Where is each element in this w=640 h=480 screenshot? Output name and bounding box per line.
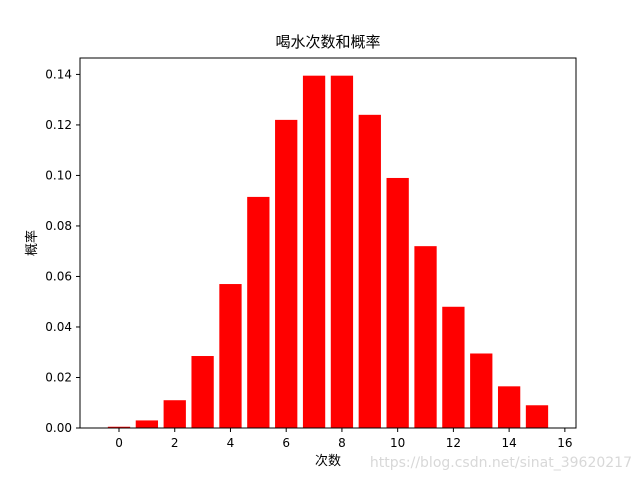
x-tick-label-6: 6 <box>282 436 290 450</box>
x-tick-label-8: 8 <box>338 436 346 450</box>
watermark-text: https://blog.csdn.net/sinat_39620217 <box>369 455 632 471</box>
y-axis-label: 概率 <box>24 230 40 256</box>
bar-8 <box>330 75 354 428</box>
x-axis-label: 次数 <box>315 453 341 469</box>
x-tick-label-14: 14 <box>501 436 516 450</box>
bars-group <box>107 75 549 429</box>
y-tick-label-0.14: 0.14 <box>45 67 72 81</box>
x-tick-label-12: 12 <box>446 436 461 450</box>
bar-15 <box>525 405 549 428</box>
bar-6 <box>275 119 298 428</box>
bar-0 <box>107 426 131 428</box>
x-tick-label-10: 10 <box>390 436 405 450</box>
x-tick-label-2: 2 <box>171 436 179 450</box>
bar-12 <box>442 306 465 428</box>
bar-5 <box>247 196 270 428</box>
chart-title: 喝水次数和概率 <box>275 33 380 51</box>
x-tick-label-4: 4 <box>227 436 235 450</box>
bar-11 <box>414 246 437 428</box>
y-tick-label-0.12: 0.12 <box>45 118 72 132</box>
x-tick-label-16: 16 <box>557 436 572 450</box>
y-tick-label-0.08: 0.08 <box>45 219 72 233</box>
y-tick-label-0.04: 0.04 <box>45 320 72 334</box>
y-tick-label-0.06: 0.06 <box>45 269 72 283</box>
plot-frame <box>79 57 577 429</box>
bar-9 <box>358 114 381 429</box>
bar-13 <box>470 353 493 428</box>
bar-4 <box>219 284 242 428</box>
bar-10 <box>386 177 409 428</box>
bar-3 <box>191 356 214 428</box>
bar-14 <box>497 386 521 428</box>
bar-7 <box>302 75 326 428</box>
y-tick-label-0.00: 0.00 <box>45 421 72 435</box>
y-axis-ticks: 0.00 0.02 0.04 0.06 0.08 0.10 0.12 0.14 <box>45 67 80 435</box>
x-tick-label-0: 0 <box>115 436 123 450</box>
y-tick-label-0.02: 0.02 <box>45 370 72 384</box>
y-tick-label-0.10: 0.10 <box>45 168 72 182</box>
bar-2 <box>163 400 186 428</box>
bar-1 <box>135 420 159 428</box>
x-axis-ticks: 0 2 4 6 8 10 12 14 16 <box>115 428 572 450</box>
